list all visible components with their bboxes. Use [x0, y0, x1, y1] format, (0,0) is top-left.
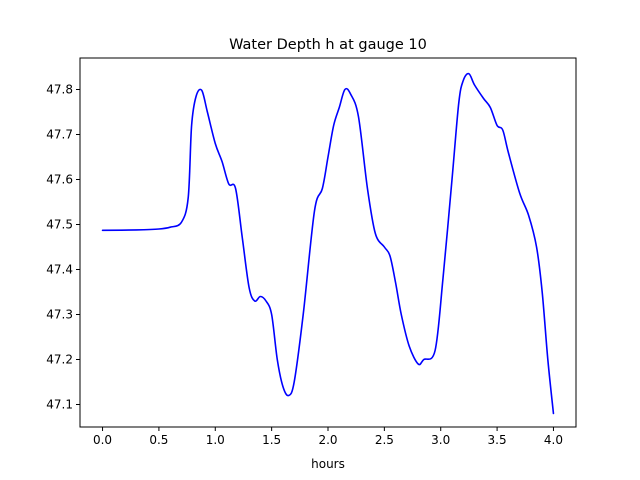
x-tick-label: 3.5 [488, 433, 507, 447]
y-tick-label: 47.3 [46, 308, 73, 322]
x-tick-label: 1.0 [206, 433, 225, 447]
x-tick-label: 2.5 [375, 433, 394, 447]
y-tick-label: 47.5 [46, 218, 73, 232]
y-tick-label: 47.7 [46, 128, 73, 142]
y-tick-label: 47.2 [46, 353, 73, 367]
x-axis-label: hours [311, 457, 345, 471]
x-tick-label: 2.0 [318, 433, 337, 447]
x-tick-label: 3.0 [431, 433, 450, 447]
x-tick-label: 0.0 [93, 433, 112, 447]
x-tick-label: 0.5 [149, 433, 168, 447]
y-tick-label: 47.1 [46, 398, 73, 412]
axes-frame [79, 57, 577, 428]
y-axis: 47.1 47.2 47.3 47.4 47.5 47.6 47.7 47.8 [46, 83, 80, 412]
x-tick-label: 4.0 [544, 433, 563, 447]
series-line-0 [101, 72, 555, 415]
chart-title: Water Depth h at gauge 10 [229, 37, 427, 53]
x-axis: 0.0 0.5 1.0 1.5 2.0 2.5 3.0 3.5 4.0 [93, 427, 563, 447]
y-tick-label: 47.4 [46, 263, 73, 277]
plot-area: 0.0 0.5 1.0 1.5 2.0 2.5 3.0 3.5 4.0 47.1 47.2 47.3… [46, 57, 577, 447]
x-tick-label: 1.5 [262, 433, 281, 447]
y-tick-label: 47.8 [46, 83, 73, 97]
series-layer [101, 72, 555, 415]
y-tick-label: 47.6 [46, 173, 73, 187]
